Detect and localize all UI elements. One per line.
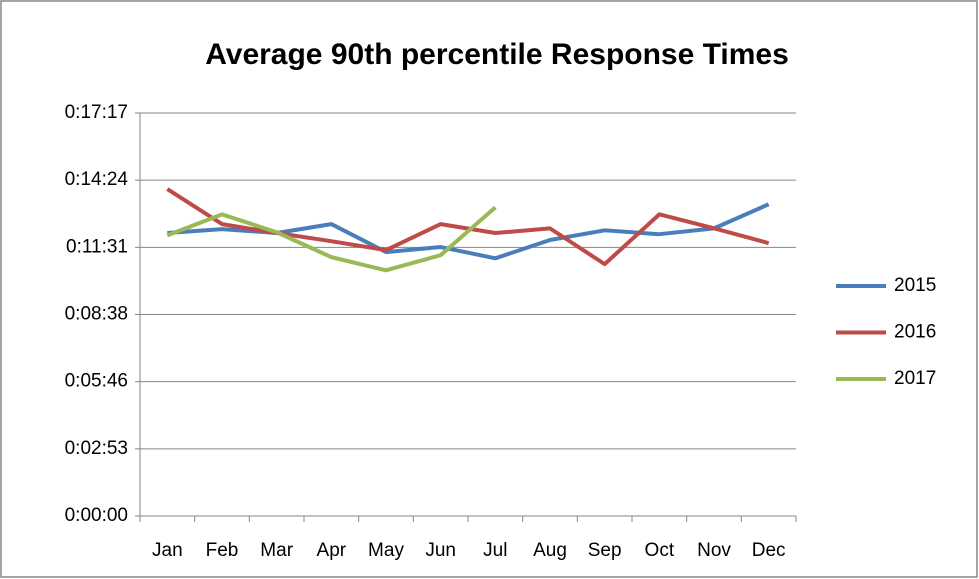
y-tick-label: 0:05:46 [65, 371, 128, 392]
y-tick-label: 0:11:31 [66, 236, 128, 257]
x-tick-label: Jun [425, 540, 456, 561]
x-tick-label: Apr [317, 540, 347, 561]
x-tick-label: Aug [533, 540, 567, 561]
x-tick-label: Dec [752, 540, 786, 561]
y-tick-label: 0:17:17 [65, 102, 128, 123]
x-tick-label: Feb [206, 540, 239, 561]
x-tick-label: Oct [645, 540, 675, 561]
x-tick-label: May [368, 540, 404, 561]
y-tick-label: 0:14:24 [65, 169, 129, 190]
x-tick-label: Nov [697, 540, 731, 561]
y-tick-label: 0:00:00 [65, 505, 128, 526]
y-tick-label: 0:02:53 [65, 438, 128, 459]
series-line [166, 187, 770, 267]
legend-label: 2016 [894, 322, 936, 343]
x-tick-label: Mar [260, 540, 293, 561]
series-line [166, 205, 497, 273]
x-tick-label: Jul [483, 540, 507, 561]
x-tick-label: Sep [588, 540, 622, 561]
chart-title: Average 90th percentile Response Times [205, 38, 789, 71]
legend-label: 2015 [894, 275, 936, 296]
y-tick-label: 0:08:38 [65, 304, 128, 325]
legend-label: 2017 [894, 368, 936, 389]
x-tick-label: Jan [152, 540, 183, 561]
